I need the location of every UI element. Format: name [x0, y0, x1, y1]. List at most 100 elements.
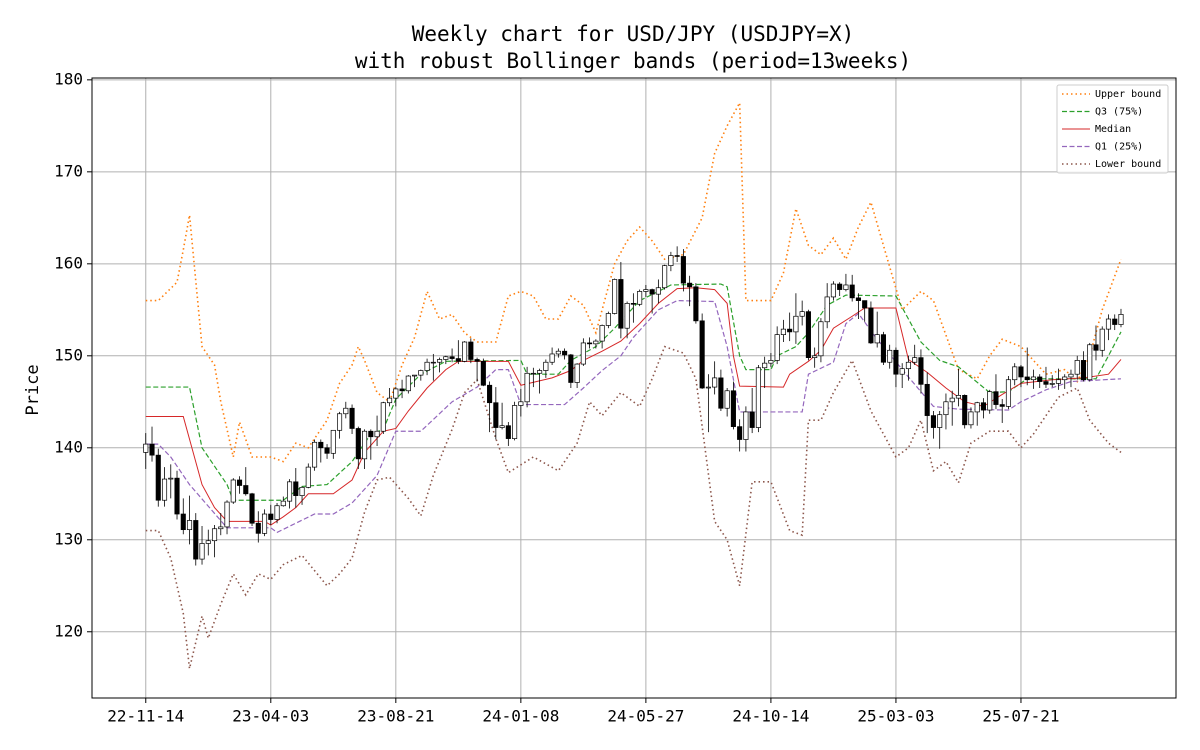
x-tick-label: 23-04-03 [232, 707, 309, 726]
candle-body [924, 383, 930, 416]
candle-body [699, 320, 705, 389]
y-tick-label: 150 [54, 345, 83, 364]
candle-body [268, 513, 274, 520]
candle-body [818, 321, 824, 357]
candle-body [1062, 376, 1068, 381]
candle-body [805, 311, 811, 358]
candle-body [174, 477, 180, 515]
candle-body [493, 402, 499, 428]
candle-body [374, 430, 380, 438]
candle-body [999, 404, 1005, 407]
candle-body [1093, 344, 1099, 351]
candle-body [599, 325, 605, 342]
candle-body [580, 342, 586, 365]
candle-body [543, 361, 549, 371]
y-tick-label: 170 [54, 161, 83, 180]
candle-body [243, 485, 249, 495]
candle-body [855, 297, 861, 301]
candle-body [487, 384, 493, 404]
candle-body [524, 372, 530, 403]
candle-body [893, 349, 899, 375]
candle-body [312, 441, 318, 468]
candle-body [568, 354, 574, 383]
candle-body [693, 286, 699, 322]
y-tick-label: 120 [54, 621, 83, 640]
candle-body [812, 355, 818, 358]
candle-body [755, 367, 761, 428]
candle-body [393, 388, 399, 399]
candle-body [687, 282, 693, 288]
candle-body [843, 284, 849, 290]
candle-body [349, 407, 355, 429]
candle-body [537, 370, 543, 374]
candle-body [949, 397, 955, 403]
candle-body [880, 334, 886, 363]
candle-body [824, 296, 830, 323]
candle-body [618, 279, 624, 329]
candle-body [437, 359, 443, 363]
candle-body [236, 479, 243, 486]
band-line [145, 287, 1122, 526]
candle-body [480, 360, 486, 386]
candle-body [930, 415, 936, 428]
band-line [145, 300, 1122, 534]
candle-body [1118, 314, 1124, 325]
band-line [145, 99, 1122, 463]
candle-body [330, 429, 336, 454]
legend-label: Q3 (75%) [1095, 107, 1143, 118]
candle-body [955, 395, 961, 399]
candle-body [680, 256, 686, 284]
y-tick-label: 160 [54, 253, 83, 272]
candle-body [712, 377, 718, 388]
candle-body [161, 478, 168, 501]
candle-body [443, 356, 449, 360]
candle-body [155, 454, 161, 501]
candle-body [186, 520, 193, 531]
candle-body [249, 493, 255, 524]
candle-body [562, 350, 568, 356]
candle-body [230, 479, 236, 503]
candle-body [1012, 366, 1018, 381]
legend-label: Lower bound [1095, 159, 1161, 170]
candle-body [724, 390, 730, 409]
legend-label: Q1 (25%) [1095, 142, 1143, 153]
candle-body [1049, 383, 1055, 385]
plot-frame [91, 77, 1177, 699]
y-axis-label: Price [23, 364, 43, 415]
candle-body [211, 528, 218, 542]
candle-body [1055, 379, 1062, 384]
candle-body [1005, 379, 1012, 407]
candle-body [655, 287, 661, 295]
candle-body [768, 360, 774, 364]
candle-body [912, 357, 918, 363]
candle-body [468, 341, 474, 360]
candle-body [362, 430, 368, 460]
candle-body [993, 391, 999, 405]
candle-body [918, 357, 924, 385]
candle-body [905, 361, 911, 370]
candle-body [318, 441, 324, 449]
candle-body [418, 370, 424, 376]
candle-body [324, 447, 330, 454]
candle-body [355, 428, 361, 460]
x-tick-label: 24-05-27 [607, 707, 684, 726]
candle-body [837, 283, 843, 290]
x-tick-label: 24-01-08 [482, 707, 559, 726]
candle-body [574, 363, 580, 383]
legend-label: Median [1095, 124, 1131, 135]
candle-body [412, 374, 418, 377]
candle-body [718, 377, 724, 409]
candle-body [862, 300, 868, 309]
candle-body [1030, 376, 1037, 381]
candle-body [549, 353, 555, 363]
candle-body [224, 501, 230, 528]
x-tick-label: 25-07-21 [982, 707, 1059, 726]
chart-title: Weekly chart for USD/JPY (USDJPY=X) [412, 22, 855, 46]
y-tick-label: 180 [54, 69, 83, 88]
candle-body [1037, 376, 1043, 382]
axes: 120 130 140 150 160 170 180 22-11-14 23-04-03 23-… [54, 69, 1059, 725]
candle-body [405, 375, 411, 392]
chart-subtitle: with robust Bollinger bands (period=13we… [355, 49, 911, 73]
